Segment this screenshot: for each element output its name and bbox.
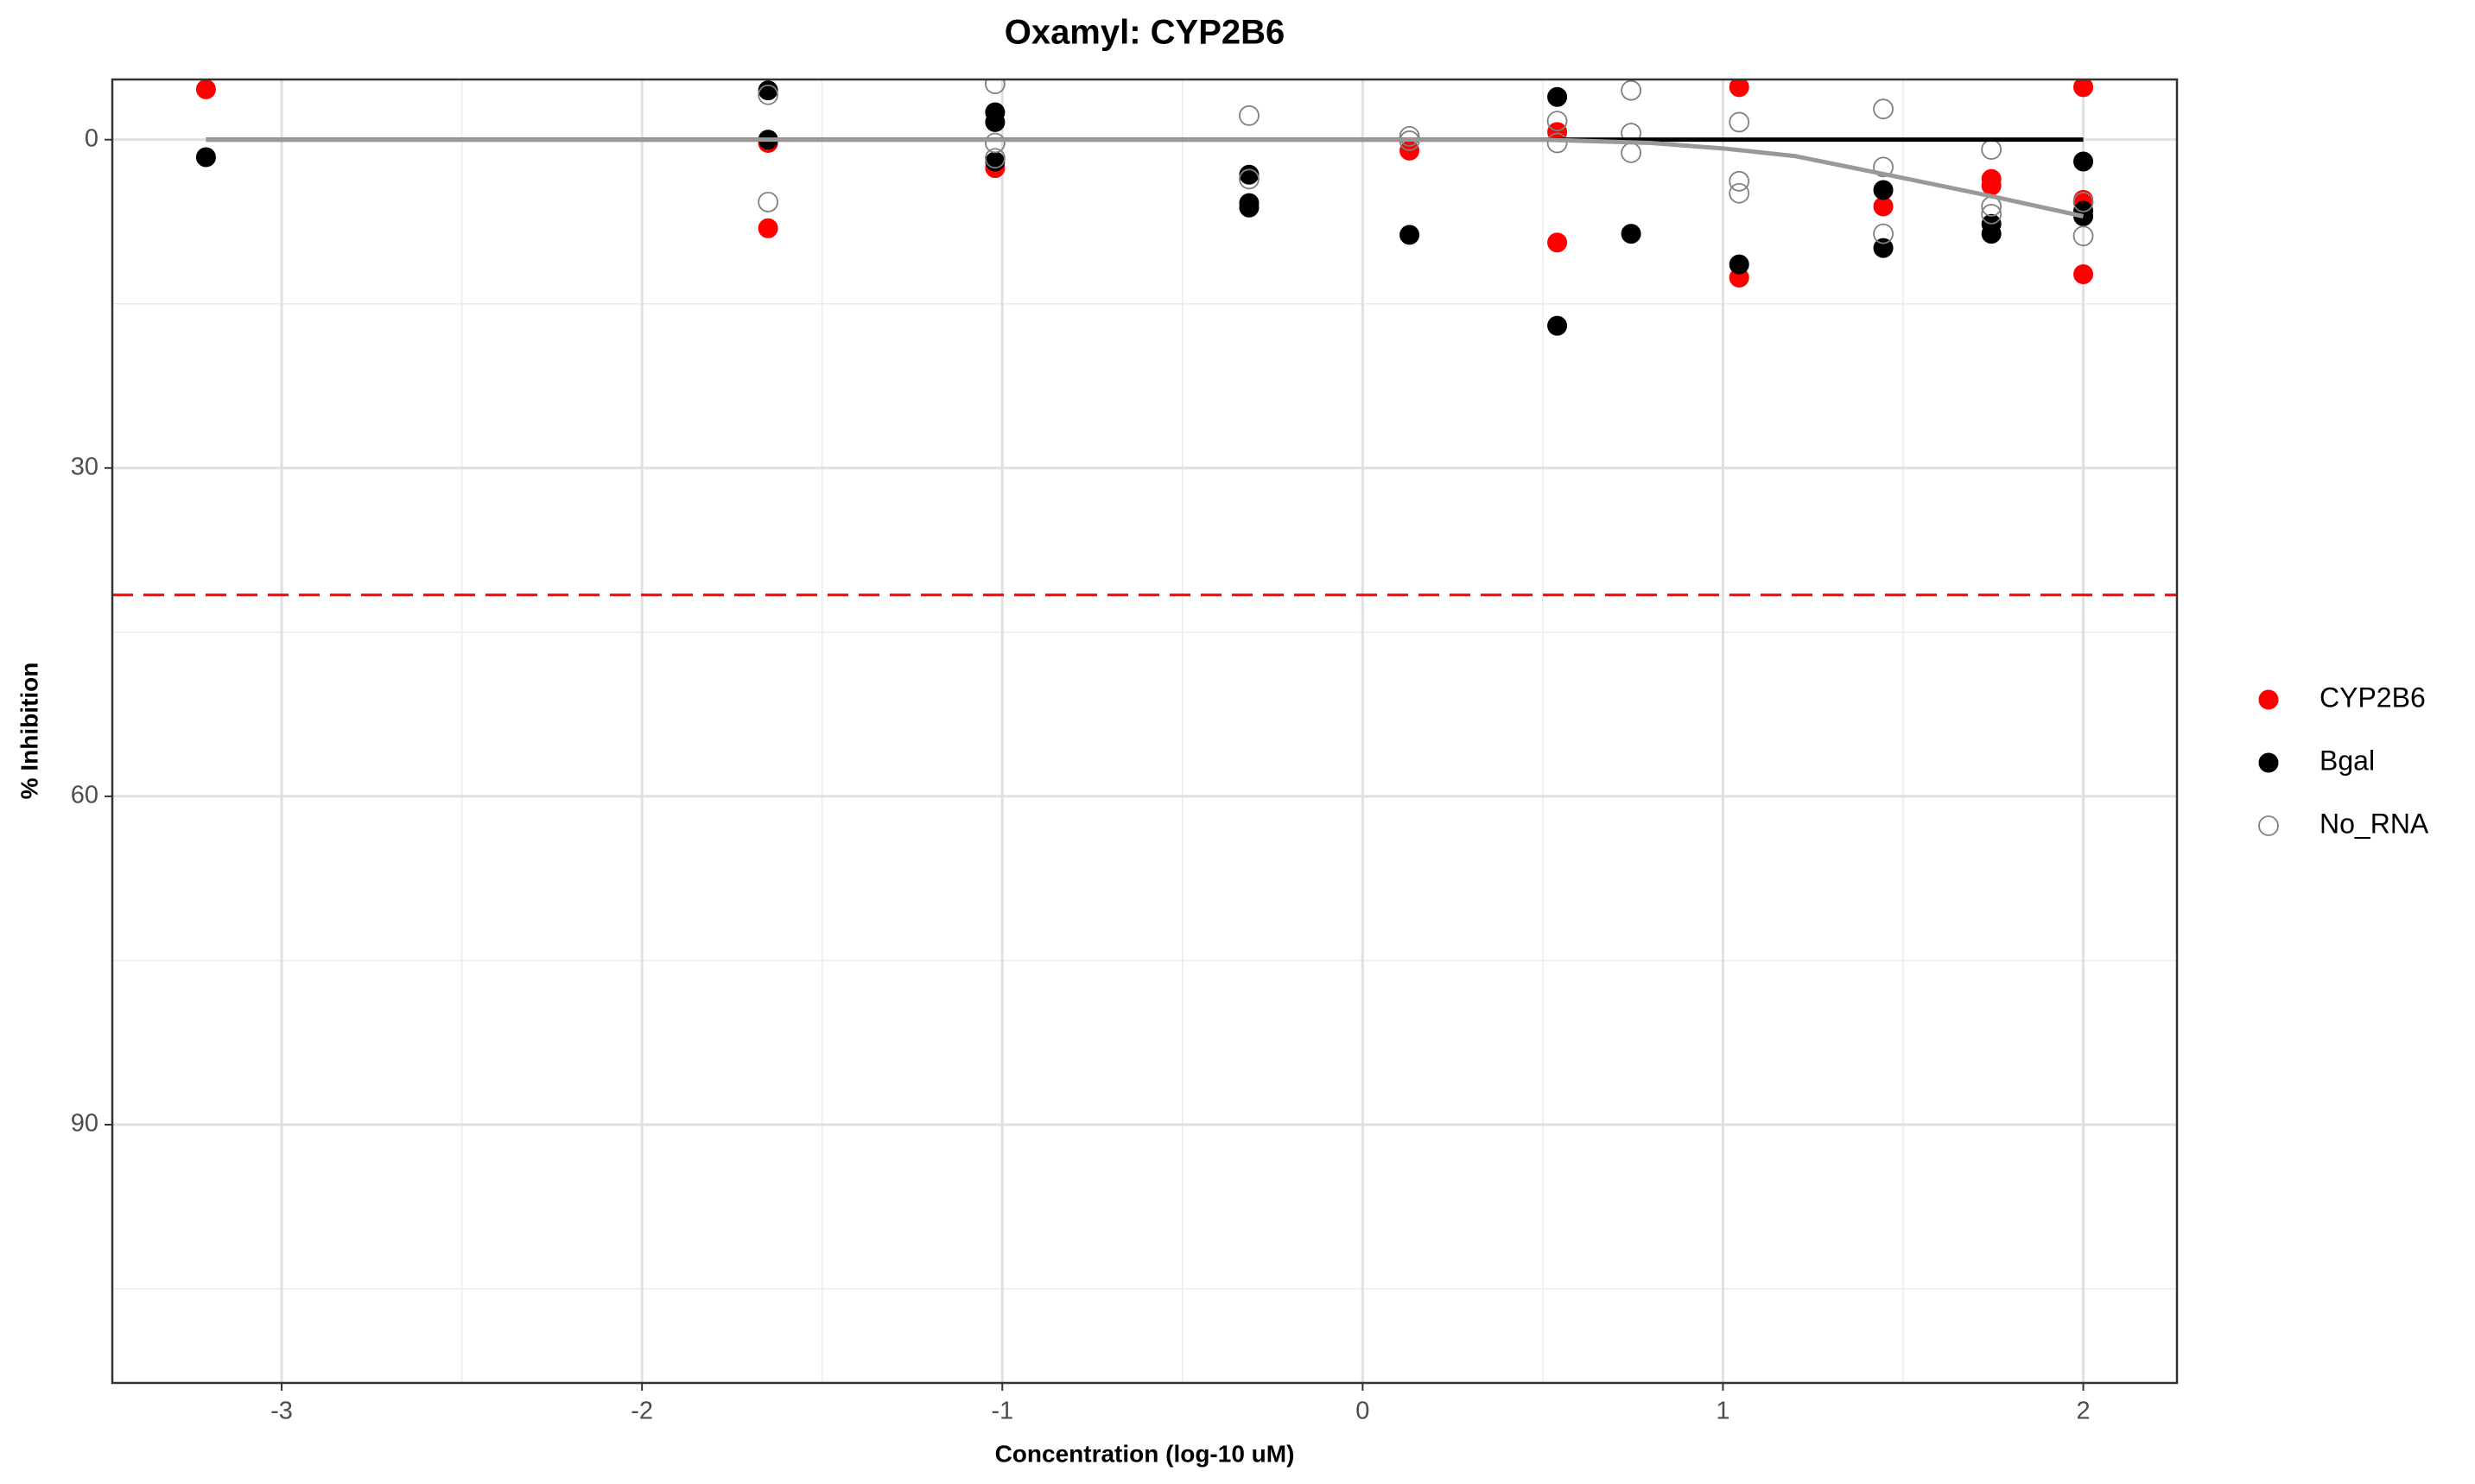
fit-line (206, 137, 2085, 219)
point (1621, 142, 1641, 163)
point (1239, 168, 1260, 190)
point (1546, 132, 1568, 154)
point (985, 111, 1006, 132)
point (1239, 164, 1260, 185)
point (1547, 315, 1568, 336)
point (2072, 192, 2094, 212)
point (758, 192, 779, 212)
y-axis-title: % Inhibition (16, 663, 42, 800)
point (1981, 139, 2002, 160)
point (1547, 232, 1568, 253)
x-axis-title: Concentration (log-10 uM) (995, 1440, 1295, 1467)
point (985, 148, 1006, 169)
legend-label: CYP2B6 (2320, 682, 2426, 713)
point (758, 84, 779, 105)
legend-marker (2258, 689, 2279, 710)
point (1729, 182, 1750, 204)
point (1981, 203, 2002, 225)
point (1729, 254, 1749, 275)
point (1399, 225, 1420, 245)
point (1239, 105, 1260, 126)
legend-marker (2258, 752, 2279, 773)
point (1399, 125, 1420, 147)
legend-marker (2258, 815, 2279, 836)
y-tick-label: 0 (85, 124, 98, 152)
y-tick-label: 60 (71, 782, 98, 809)
x-tick-label: 0 (1355, 1398, 1369, 1425)
point (195, 147, 216, 168)
point (985, 132, 1006, 154)
legend-label: No_RNA (2320, 808, 2429, 839)
point (1621, 224, 1641, 244)
plot-area (112, 79, 2177, 1383)
point (758, 80, 778, 101)
point (1873, 238, 1894, 258)
plot-border (111, 78, 2179, 1385)
point (1873, 156, 1894, 178)
point (1873, 98, 1894, 120)
point (195, 79, 216, 99)
point (1873, 223, 1894, 244)
y-tick-label: 90 (71, 1110, 98, 1138)
point (1547, 86, 1568, 107)
point (1546, 111, 1568, 132)
point (2073, 79, 2094, 98)
legend-label: Bgal (2320, 745, 2375, 776)
point (1981, 224, 2002, 244)
x-tick-label: 1 (1716, 1398, 1729, 1425)
point (1239, 197, 1260, 218)
point (1729, 170, 1750, 192)
point (985, 79, 1006, 94)
point (2073, 151, 2094, 172)
point (1729, 111, 1750, 133)
x-tick-label: 2 (2076, 1398, 2090, 1425)
point (1621, 79, 1641, 101)
chart-title: Oxamyl: CYP2B6 (1005, 14, 1285, 52)
x-tick-label: -3 (270, 1398, 293, 1425)
y-tick-label: 30 (71, 453, 98, 480)
x-tick-label: -2 (631, 1398, 653, 1425)
point (2072, 225, 2094, 247)
point (2073, 264, 2094, 285)
point (1981, 175, 2002, 196)
point (1729, 79, 1749, 98)
point (1873, 180, 1894, 200)
x-tick-label: -1 (991, 1398, 1013, 1425)
point (758, 218, 778, 238)
